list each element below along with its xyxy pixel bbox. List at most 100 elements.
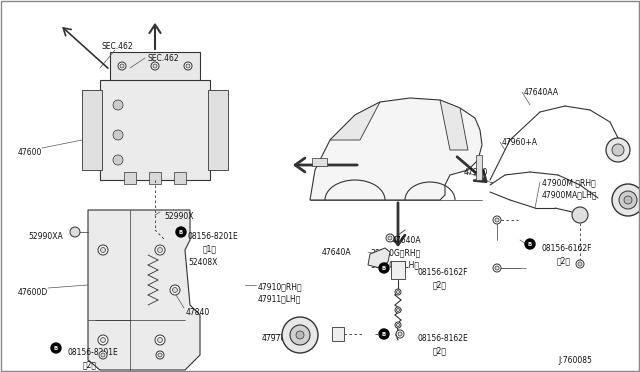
Circle shape: [113, 130, 123, 140]
Circle shape: [624, 196, 632, 204]
Circle shape: [619, 191, 637, 209]
Circle shape: [612, 184, 640, 216]
Text: 52990XA: 52990XA: [28, 232, 63, 241]
Text: 47640AA: 47640AA: [524, 88, 559, 97]
Circle shape: [386, 234, 394, 242]
Circle shape: [101, 353, 105, 357]
Circle shape: [578, 262, 582, 266]
Circle shape: [120, 64, 124, 68]
Text: 08156-8162E: 08156-8162E: [418, 334, 468, 343]
Circle shape: [156, 351, 164, 359]
Circle shape: [612, 144, 624, 156]
Text: SEC.462: SEC.462: [102, 42, 134, 51]
Text: 47970: 47970: [262, 334, 286, 343]
Text: 38210H（LH）: 38210H（LH）: [370, 260, 419, 269]
Polygon shape: [368, 248, 390, 268]
Text: 47960+A: 47960+A: [502, 138, 538, 147]
Polygon shape: [440, 100, 468, 150]
Polygon shape: [88, 210, 200, 370]
Circle shape: [493, 264, 501, 272]
Text: 47840: 47840: [186, 308, 211, 317]
Text: B: B: [528, 242, 532, 247]
Circle shape: [184, 62, 192, 70]
Text: B: B: [179, 230, 183, 235]
Bar: [312, 158, 327, 166]
Polygon shape: [310, 98, 482, 200]
Circle shape: [100, 337, 106, 343]
Circle shape: [113, 155, 123, 165]
Circle shape: [98, 335, 108, 345]
Circle shape: [397, 308, 399, 311]
Text: 08156-6162F: 08156-6162F: [418, 268, 468, 277]
Circle shape: [396, 330, 404, 338]
Circle shape: [495, 218, 499, 222]
Text: 47640A: 47640A: [392, 236, 422, 245]
Text: 47960: 47960: [464, 168, 488, 177]
Text: 47600D: 47600D: [18, 288, 48, 297]
Text: 52408X: 52408X: [188, 258, 218, 267]
Text: 08156-8201E: 08156-8201E: [68, 348, 119, 357]
Text: （2）: （2）: [433, 346, 447, 355]
Circle shape: [397, 291, 399, 294]
Circle shape: [176, 227, 186, 237]
Circle shape: [395, 322, 401, 328]
Text: 08156-6162F: 08156-6162F: [542, 244, 593, 253]
Text: B: B: [382, 332, 386, 337]
Circle shape: [153, 64, 157, 68]
Text: 47911（LH）: 47911（LH）: [258, 294, 301, 303]
Circle shape: [397, 324, 399, 327]
Text: 08156-8201E: 08156-8201E: [188, 232, 239, 241]
Text: 52990X: 52990X: [164, 212, 193, 221]
Circle shape: [151, 62, 159, 70]
Polygon shape: [330, 102, 380, 140]
Bar: [149, 172, 161, 184]
Circle shape: [395, 289, 401, 295]
Text: J:760085: J:760085: [558, 356, 592, 365]
Circle shape: [173, 288, 177, 292]
Circle shape: [296, 331, 304, 339]
Text: （1）: （1）: [203, 244, 217, 253]
Circle shape: [395, 307, 401, 313]
Text: B: B: [54, 346, 58, 351]
Text: 47640A: 47640A: [322, 248, 351, 257]
Bar: [174, 172, 186, 184]
Bar: [332, 327, 344, 341]
Circle shape: [113, 100, 123, 110]
Text: 47900M （RH）: 47900M （RH）: [542, 178, 596, 187]
Circle shape: [118, 62, 126, 70]
Bar: [476, 155, 482, 180]
Text: （2）: （2）: [83, 360, 97, 369]
Circle shape: [51, 343, 61, 353]
Text: （2）: （2）: [557, 256, 571, 265]
Circle shape: [379, 263, 389, 273]
Text: 47600: 47600: [18, 148, 42, 157]
Circle shape: [493, 216, 501, 224]
Bar: [391, 261, 405, 279]
Circle shape: [495, 266, 499, 270]
Text: 47900MA（LH）: 47900MA（LH）: [542, 190, 598, 199]
Circle shape: [157, 247, 163, 253]
Circle shape: [398, 332, 402, 336]
Circle shape: [100, 247, 106, 253]
Bar: [110, 52, 200, 82]
Circle shape: [525, 239, 535, 249]
Circle shape: [170, 285, 180, 295]
Circle shape: [99, 351, 107, 359]
Circle shape: [155, 245, 165, 255]
Text: （2）: （2）: [433, 280, 447, 289]
Circle shape: [155, 335, 165, 345]
Circle shape: [98, 245, 108, 255]
Bar: [100, 80, 210, 180]
Circle shape: [572, 207, 588, 223]
Circle shape: [282, 317, 318, 353]
Circle shape: [379, 329, 389, 339]
Circle shape: [388, 236, 392, 240]
Bar: [124, 172, 136, 184]
Text: 47910（RH）: 47910（RH）: [258, 282, 303, 291]
Text: SEC.462: SEC.462: [148, 54, 180, 63]
Circle shape: [576, 260, 584, 268]
Circle shape: [158, 353, 162, 357]
Text: 38210G（RH）: 38210G（RH）: [370, 248, 420, 257]
Circle shape: [290, 325, 310, 345]
Text: B: B: [382, 266, 386, 271]
